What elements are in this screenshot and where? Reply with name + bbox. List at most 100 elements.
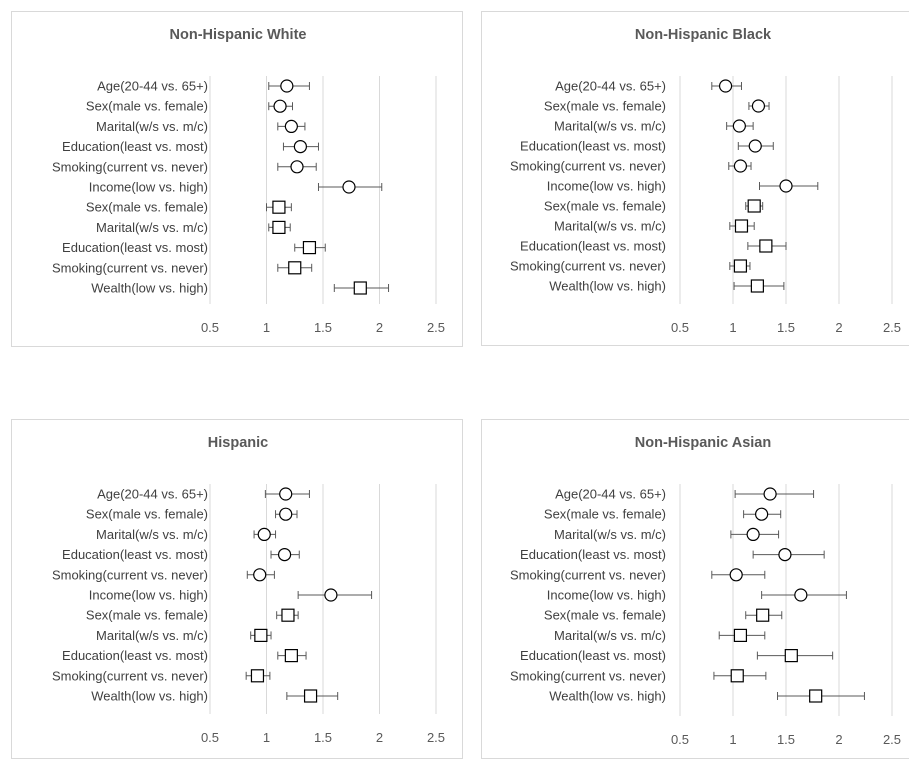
row-label: Sex(male vs. female) [544, 608, 666, 623]
x-tick-label: 2 [376, 320, 383, 335]
estimate-circle-marker [733, 159, 748, 173]
row-label: Smoking(current vs. never) [52, 260, 208, 275]
estimate-circle-marker [718, 79, 733, 93]
estimate-square-marker [250, 669, 265, 683]
estimate-circle-marker [763, 487, 777, 501]
x-tick-label: 2.5 [883, 732, 901, 747]
chart-title: Non-Hispanic Black [635, 27, 772, 43]
row-label: Income(low vs. high) [89, 180, 208, 195]
row-label: Smoking(current vs. never) [52, 567, 208, 582]
row-label: Marital(w/s vs. m/c) [554, 119, 666, 134]
forest-plot-svg: Hispanic 0.5 1 1.5 2 2.5 Age(20-44 vs. 65+) Sex… [52, 435, 445, 745]
x-tick-label: 1.5 [314, 320, 332, 335]
x-tick-label: 0.5 [201, 320, 219, 335]
panel-non-hispanic-black: Non-Hispanic Black 0.5 1 1.5 2 2.5 Age(20-44 v… [481, 11, 909, 346]
estimate-circle-marker [729, 568, 743, 582]
panel-non-hispanic-white: Non-Hispanic White 0.5 1 1.5 2 2.5 Age(20-44 v… [11, 11, 463, 347]
estimate-square-marker [284, 649, 298, 663]
estimate-square-marker [759, 239, 773, 253]
estimate-square-marker [784, 649, 798, 663]
x-tick-label: 2.5 [883, 320, 901, 335]
row-label: Sex(male vs. female) [544, 99, 666, 114]
row-label: Age(20-44 vs. 65+) [97, 79, 208, 94]
estimate-square-marker [281, 608, 295, 622]
estimate-circle-marker [279, 487, 293, 501]
row-label: Marital(w/s vs. m/c) [554, 628, 666, 643]
x-tick-label: 1 [263, 730, 270, 745]
estimate-square-marker [302, 241, 317, 255]
forest-plot-svg: Non-Hispanic Asian 0.5 1 1.5 2 2.5 Age(20-44 v… [510, 435, 901, 747]
row-label: Smoking(current vs. never) [510, 259, 666, 274]
estimate-square-marker [756, 608, 770, 622]
x-tick-label: 1.5 [777, 320, 795, 335]
estimate-circle-marker [732, 119, 746, 133]
row-label: Marital(w/s vs. m/c) [96, 628, 208, 643]
estimate-circle-marker [751, 99, 766, 113]
x-tick-label: 0.5 [671, 732, 689, 747]
chart-title: Non-Hispanic White [170, 27, 307, 43]
row-label: Marital(w/s vs. m/c) [96, 220, 208, 235]
row-label: Education(least vs. most) [520, 139, 666, 154]
row-label: Wealth(low vs. high) [549, 279, 666, 294]
row-label: Wealth(low vs. high) [549, 689, 666, 704]
estimate-circle-marker [253, 568, 267, 582]
row-label: Sex(male vs. female) [86, 200, 208, 215]
estimate-square-marker [734, 219, 749, 233]
estimate-circle-marker [277, 548, 292, 562]
forest-plot-svg: Non-Hispanic Black 0.5 1 1.5 2 2.5 Age(20-44 v… [510, 27, 901, 335]
x-tick-label: 1 [729, 732, 736, 747]
estimate-circle-marker [755, 507, 769, 521]
forest-plot-svg: Non-Hispanic White 0.5 1 1.5 2 2.5 Age(20-44 v… [52, 27, 445, 335]
row-label: Wealth(low vs. high) [91, 281, 208, 296]
row-label: Age(20-44 vs. 65+) [97, 487, 208, 502]
x-tick-label: 1 [729, 320, 736, 335]
row-label: Income(low vs. high) [547, 179, 666, 194]
estimate-circle-marker [257, 527, 271, 542]
estimate-square-marker [288, 261, 302, 275]
estimate-circle-marker [290, 160, 304, 174]
row-label: Education(least vs. most) [520, 547, 666, 562]
estimate-circle-marker [779, 179, 793, 193]
x-tick-label: 2 [376, 730, 383, 745]
panel-non-hispanic-asian: Non-Hispanic Asian 0.5 1 1.5 2 2.5 Age(20-44 v… [481, 419, 909, 759]
estimate-square-marker [809, 689, 823, 703]
estimate-square-marker [750, 279, 764, 293]
estimate-circle-marker [279, 507, 293, 521]
row-label: Sex(male vs. female) [86, 99, 208, 114]
row-label: Education(least vs. most) [520, 648, 666, 663]
x-tick-label: 1 [263, 320, 270, 335]
x-tick-label: 2 [835, 732, 842, 747]
estimate-circle-marker [273, 99, 287, 113]
row-label: Smoking(current vs. never) [52, 668, 208, 683]
estimate-square-marker [272, 220, 286, 234]
row-label: Marital(w/s vs. m/c) [96, 527, 208, 542]
row-label: Education(least vs. most) [62, 648, 208, 663]
row-label: Smoking(current vs. never) [510, 567, 666, 582]
estimate-circle-marker [746, 527, 760, 542]
row-label: Education(least vs. most) [62, 547, 208, 562]
chart-title: Non-Hispanic Asian [635, 435, 771, 451]
estimate-circle-marker [280, 79, 294, 93]
x-tick-label: 0.5 [201, 730, 219, 745]
estimate-square-marker [733, 259, 748, 273]
row-label: Education(least vs. most) [62, 240, 208, 255]
row-label: Sex(male vs. female) [86, 507, 208, 522]
x-tick-label: 2 [835, 320, 842, 335]
row-label: Marital(w/s vs. m/c) [554, 527, 666, 542]
row-label: Sex(male vs. female) [544, 507, 666, 522]
estimate-circle-marker [342, 180, 356, 194]
estimate-square-marker [733, 628, 748, 642]
estimate-circle-marker [794, 588, 808, 602]
estimate-square-marker [747, 199, 761, 213]
row-label: Sex(male vs. female) [86, 608, 208, 623]
estimate-square-marker [272, 200, 286, 214]
row-label: Education(least vs. most) [520, 239, 666, 254]
row-label: Marital(w/s vs. m/c) [554, 219, 666, 234]
row-label: Wealth(low vs. high) [91, 689, 208, 704]
row-label: Smoking(current vs. never) [52, 159, 208, 174]
estimate-circle-marker [324, 588, 338, 602]
x-tick-label: 1.5 [777, 732, 795, 747]
row-label: Income(low vs. high) [547, 588, 666, 603]
estimate-square-marker [353, 281, 367, 295]
x-tick-label: 0.5 [671, 320, 689, 335]
